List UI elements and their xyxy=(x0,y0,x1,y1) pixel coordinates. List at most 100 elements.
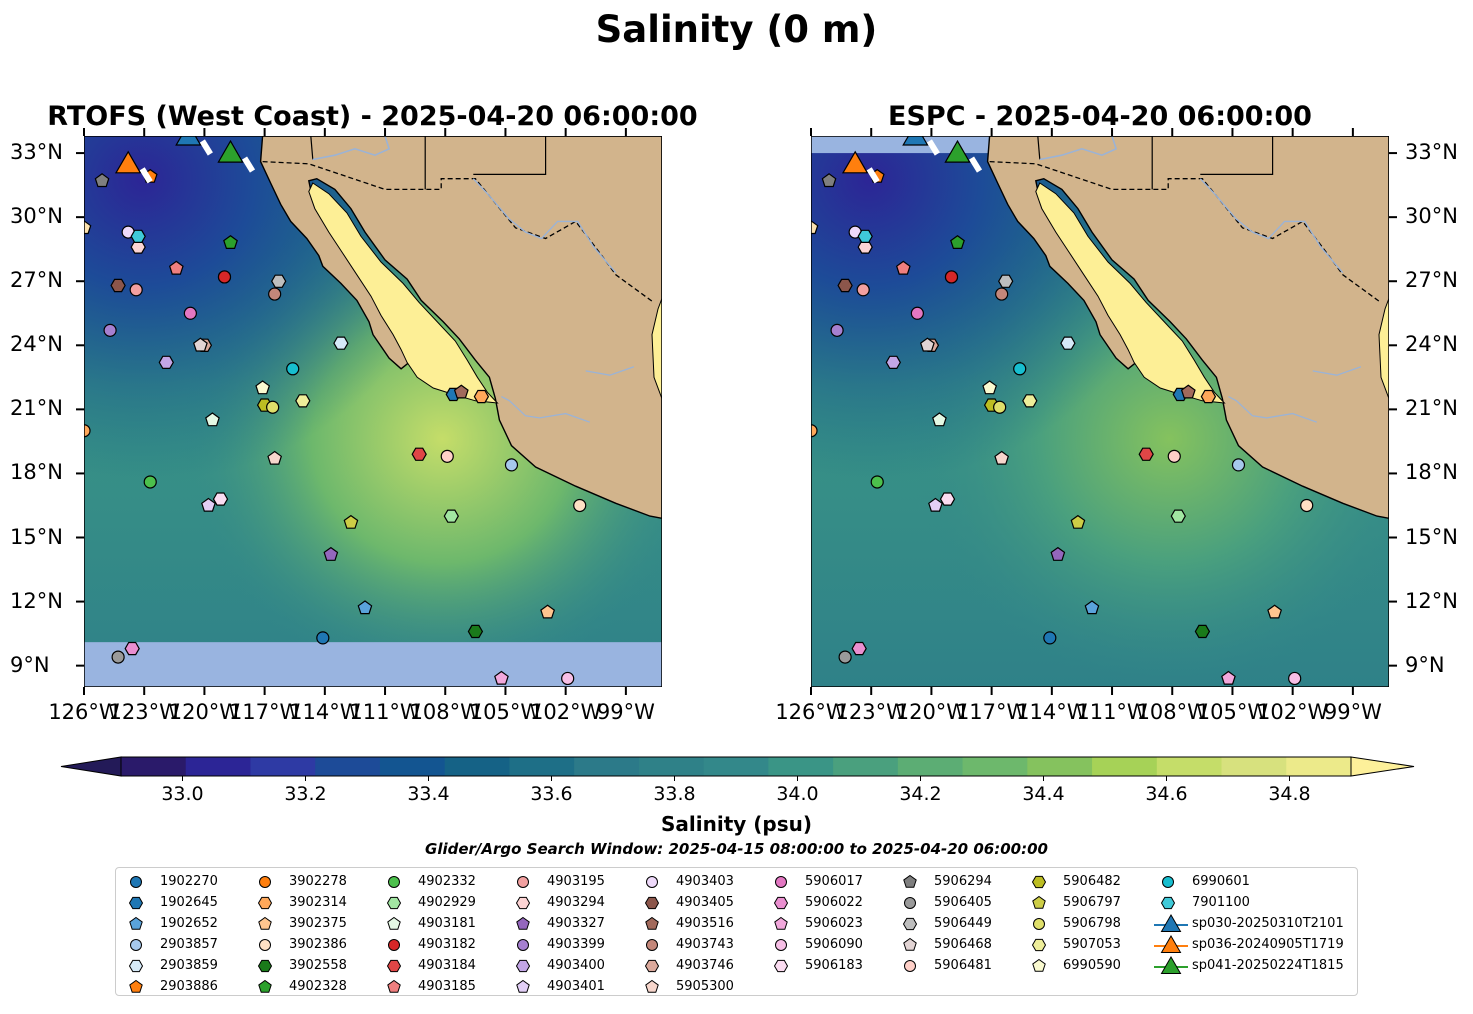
legend-marker xyxy=(774,916,788,930)
legend-marker xyxy=(1162,876,1174,888)
legend: 1902270 1902645 1902652 2903857 2903859 29038… xyxy=(115,867,1358,996)
colorbar-extend-low xyxy=(60,756,122,777)
float-marker-4903516 xyxy=(1180,384,1196,399)
lon-tick-label: 126°W xyxy=(775,700,847,724)
lon-tick-label: 105°W xyxy=(1196,700,1269,724)
legend-label: 5906468 xyxy=(934,937,992,952)
lat-tick-label: 33°N xyxy=(1405,140,1458,165)
float-marker-4902929 xyxy=(443,509,459,523)
lon-tick-label: 108°W xyxy=(1136,700,1208,724)
lat-tick-label: 15°N xyxy=(1405,524,1458,549)
lat-tick-label: 12°N xyxy=(10,588,63,613)
lat-tick-label: 30°N xyxy=(1405,204,1458,229)
colorbar-tick-label: 33.0 xyxy=(161,783,204,805)
lon-tick-label: 120°W xyxy=(168,700,241,724)
legend-label: 3902386 xyxy=(289,937,347,952)
colorbar xyxy=(60,756,1415,781)
map-espc[interactable] xyxy=(811,136,1389,687)
legend-label: 4903182 xyxy=(418,937,476,952)
float-marker-5906798 xyxy=(266,400,280,414)
legend-label: 4903746 xyxy=(676,958,734,973)
legend-marker xyxy=(1160,896,1176,910)
float-marker-X2 xyxy=(84,424,91,438)
glider-tracks xyxy=(841,136,983,184)
float-marker-4903405 xyxy=(837,278,853,293)
glider-track-sp041-20250224T1815 xyxy=(241,156,256,173)
legend-marker xyxy=(388,876,400,888)
legend-label: sp041-20250224T1815 xyxy=(1192,958,1344,973)
river xyxy=(585,366,635,376)
colorbar-tick-label: 33.2 xyxy=(284,783,327,805)
glider-marker-sp036-20240905T1719 xyxy=(114,150,142,174)
float-marker-2903857 xyxy=(504,458,519,472)
legend-label: 4903743 xyxy=(676,937,734,952)
float-marker-5907053 xyxy=(295,394,311,408)
legend-label: 5906022 xyxy=(805,895,863,910)
legend-marker xyxy=(646,939,658,951)
float-marker-4903195 xyxy=(856,283,870,297)
float-marker-4903400 xyxy=(885,355,901,369)
float-marker-7901100 xyxy=(130,229,146,244)
lon-tick-label: 120°W xyxy=(895,700,968,724)
colorbar-segment xyxy=(1221,757,1287,776)
lon-tick-label: 105°W xyxy=(469,700,542,724)
legend-label: 4903327 xyxy=(547,916,605,931)
legend-label: 4903294 xyxy=(547,895,605,910)
float-marker-4903327 xyxy=(323,546,339,561)
float-marker-2903859 xyxy=(1060,336,1076,350)
legend-marker xyxy=(902,917,918,931)
lat-tick-label: 27°N xyxy=(1405,268,1458,293)
no-data-band xyxy=(84,642,662,687)
legend-marker xyxy=(388,939,400,951)
float-marker-5906294 xyxy=(94,173,110,188)
legend-marker xyxy=(1033,918,1045,930)
glider-track-sp030-20250310T2101 xyxy=(199,139,213,156)
colorbar-segment xyxy=(1286,757,1352,776)
float-marker-4903181 xyxy=(932,412,947,427)
float-marker-5906183 xyxy=(212,492,229,506)
float-marker-3902386 xyxy=(1300,498,1314,513)
legend-label: 5906481 xyxy=(934,958,992,973)
float-marker-4903401 xyxy=(201,497,216,512)
legend-marker xyxy=(1031,938,1047,952)
legend-marker xyxy=(904,960,916,972)
search-window-text: Glider/Argo Search Window: 2025-04-15 08… xyxy=(425,840,1048,858)
float-marker-5905300 xyxy=(267,450,283,465)
legend-label: 5906023 xyxy=(805,916,863,931)
float-marker-1902652 xyxy=(1084,600,1100,615)
lat-tick-label: 27°N xyxy=(10,268,63,293)
float-marker-5906023 xyxy=(1221,670,1236,685)
lon-tick-label: 111°W xyxy=(349,700,421,724)
river xyxy=(312,136,391,161)
float-marker-4903182 xyxy=(217,270,232,284)
glider-track-sp036-20240905T1719 xyxy=(866,167,880,184)
legend-label: 5907053 xyxy=(1063,937,1121,952)
float-marker-6990590 xyxy=(255,380,271,395)
river xyxy=(1228,396,1318,423)
lon-tick-label: 117°W xyxy=(228,700,301,724)
legend-marker xyxy=(258,916,272,930)
float-marker-3902314 xyxy=(1200,389,1217,404)
float-marker-3902558 xyxy=(1194,624,1211,639)
legend-marker xyxy=(1032,958,1046,972)
legend-label: 6990601 xyxy=(1192,874,1250,889)
river xyxy=(1312,366,1362,376)
colorbar-tick-label: 33.8 xyxy=(653,783,696,805)
legend-marker xyxy=(130,939,142,951)
legend-marker xyxy=(259,939,271,951)
legend-marker xyxy=(1154,914,1188,932)
legend-marker xyxy=(773,959,789,973)
lat-tick-label: 15°N xyxy=(10,524,63,549)
float-marker-4903743 xyxy=(995,287,1009,301)
float-marker-5906468 xyxy=(919,337,935,352)
lon-tick-label: 126°W xyxy=(48,700,120,724)
float-marker-7901100 xyxy=(857,229,873,244)
float-marker-1902270 xyxy=(316,631,330,645)
map-rtofs[interactable] xyxy=(84,136,662,687)
figure-title: Salinity (0 m) xyxy=(595,8,878,51)
float-marker-2903857 xyxy=(1231,458,1246,472)
state-border xyxy=(1037,136,1041,160)
legend-label: 4903403 xyxy=(676,874,734,889)
float-marker-5906449 xyxy=(998,274,1014,288)
colorbar-segment xyxy=(1156,757,1223,776)
